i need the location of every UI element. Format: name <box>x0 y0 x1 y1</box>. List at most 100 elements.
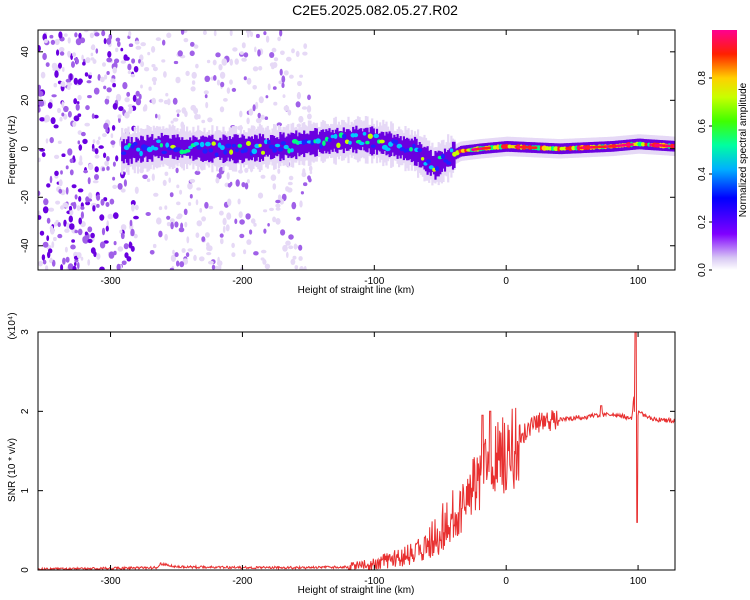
spectrogram-cell <box>135 98 142 106</box>
snr-y-tick-label: 3 <box>20 329 31 335</box>
spectrogram-cell <box>194 170 201 175</box>
spectrogram-cell <box>204 75 211 83</box>
spectrogram-cell <box>167 98 171 106</box>
spectrogram-cell <box>51 94 57 98</box>
figure-title: C2E5.2025.082.05.27.R02 <box>292 2 458 18</box>
spectrogram-cell <box>201 216 207 222</box>
spectrogram-cell <box>231 242 235 249</box>
spectrogram-cell <box>393 134 396 157</box>
spectrogram-cell <box>282 132 285 161</box>
spectrogram-cell <box>283 70 289 76</box>
spectrogram-cell <box>186 139 189 156</box>
spectrogram-cell <box>39 230 45 236</box>
spectrogram-cell <box>267 83 271 91</box>
spectrogram-cell <box>176 260 180 267</box>
spectrogram-cell <box>229 149 234 155</box>
spectrogram-cell <box>90 52 94 57</box>
spectrogram-cell <box>327 138 332 143</box>
spectrogram-cell <box>121 260 127 266</box>
spectrogram-cell <box>278 80 283 85</box>
spectrogram-cell <box>212 139 216 159</box>
spectrogram-cell <box>152 243 157 249</box>
spectrogram-cell <box>94 174 99 180</box>
spectrogram-cell <box>67 148 73 156</box>
spectrogram-cell <box>94 32 100 37</box>
spectrogram-cell <box>71 61 75 68</box>
spectrogram-cell <box>103 38 107 45</box>
spectrogram-cell <box>285 240 291 246</box>
spectrogram-cell <box>140 61 145 67</box>
spectrogram-cell <box>69 223 75 230</box>
spectrogram-cell <box>629 143 634 146</box>
spectrogram-cell <box>272 86 277 90</box>
spectrogram-cell <box>112 83 116 88</box>
spectrogram-cell <box>153 81 157 86</box>
spectrogram-cell <box>166 215 171 220</box>
spectrogram-cell <box>232 47 238 52</box>
spectrogram-cell <box>80 256 84 261</box>
spectrogram-cell <box>214 139 217 158</box>
spectrogram-cell <box>449 148 454 153</box>
spectrogram-cell <box>170 254 176 262</box>
spectrogram-cell <box>74 258 79 263</box>
spectrogram-cell <box>287 181 293 186</box>
spectrogram-cell <box>241 57 247 62</box>
spectrogram-cell <box>355 125 358 154</box>
spectrogram-cell <box>189 194 193 199</box>
spectrogram-cell <box>104 74 108 80</box>
spectrogram-cell <box>47 251 51 259</box>
spectrogram-cell <box>196 187 201 191</box>
spectrogram-cell <box>250 218 256 224</box>
spectrogram-cell <box>112 184 118 189</box>
spectrogram-cell <box>383 135 386 151</box>
spectrogram-cell <box>290 148 294 153</box>
spectrogram-cell <box>217 140 220 157</box>
spectrogram-cell <box>303 43 308 49</box>
spectrogram-cell <box>245 213 251 220</box>
spectrogram-cell <box>362 131 367 136</box>
spectrogram-cell <box>78 217 82 225</box>
spectrogram-cell <box>246 179 250 184</box>
spectrogram-cell <box>436 152 439 177</box>
spectrogram-cell <box>183 208 188 215</box>
spectrogram-cell <box>58 62 62 69</box>
spectrogram-cell <box>120 232 125 240</box>
spectrogram-cell <box>261 134 265 161</box>
spectrogram-cell <box>133 142 138 146</box>
spectrogram-cell <box>84 30 89 33</box>
spectrogram-cell <box>161 150 168 155</box>
heat-y-tick-label: 40 <box>20 46 31 58</box>
spectrogram-cell <box>350 132 353 148</box>
spectrogram-cell <box>219 106 225 113</box>
spectrogram-cell <box>111 125 116 131</box>
spectrogram-cell <box>248 108 254 116</box>
spectrogram-cell <box>158 98 164 103</box>
spectrogram-cell <box>120 188 126 193</box>
spectrogram-cell <box>92 205 96 212</box>
spectrogram-cell <box>420 144 423 168</box>
spectrogram-cell <box>162 179 167 186</box>
colorbar <box>712 30 737 270</box>
heat-y-tick-label: -40 <box>20 238 31 253</box>
spectrogram-cell <box>336 127 339 154</box>
spectrogram-cell <box>273 57 279 62</box>
spectrogram-cell <box>310 139 315 146</box>
spectrogram-cell <box>373 133 380 139</box>
spectrogram-cell <box>144 67 150 72</box>
spectrogram-cell <box>226 172 230 180</box>
spectrogram-cell <box>91 202 97 208</box>
spectrogram-cell <box>227 183 232 188</box>
spectrogram-cell <box>298 115 304 123</box>
spectrogram-cell <box>169 267 174 270</box>
spectrogram-cell <box>172 117 179 122</box>
heat-y-axis-label: Frequency (Hz) <box>7 116 18 185</box>
spectrogram-cell <box>423 146 426 170</box>
spectrogram-cell <box>96 253 101 260</box>
spectrogram-cell <box>49 225 54 231</box>
spectrogram-cell <box>127 63 132 71</box>
spectrogram-cell <box>92 139 96 144</box>
spectrogram-cell <box>57 233 63 239</box>
spectrogram-cell <box>224 135 227 163</box>
spectrogram-cell <box>348 140 352 145</box>
spectrogram-cell <box>302 51 308 56</box>
